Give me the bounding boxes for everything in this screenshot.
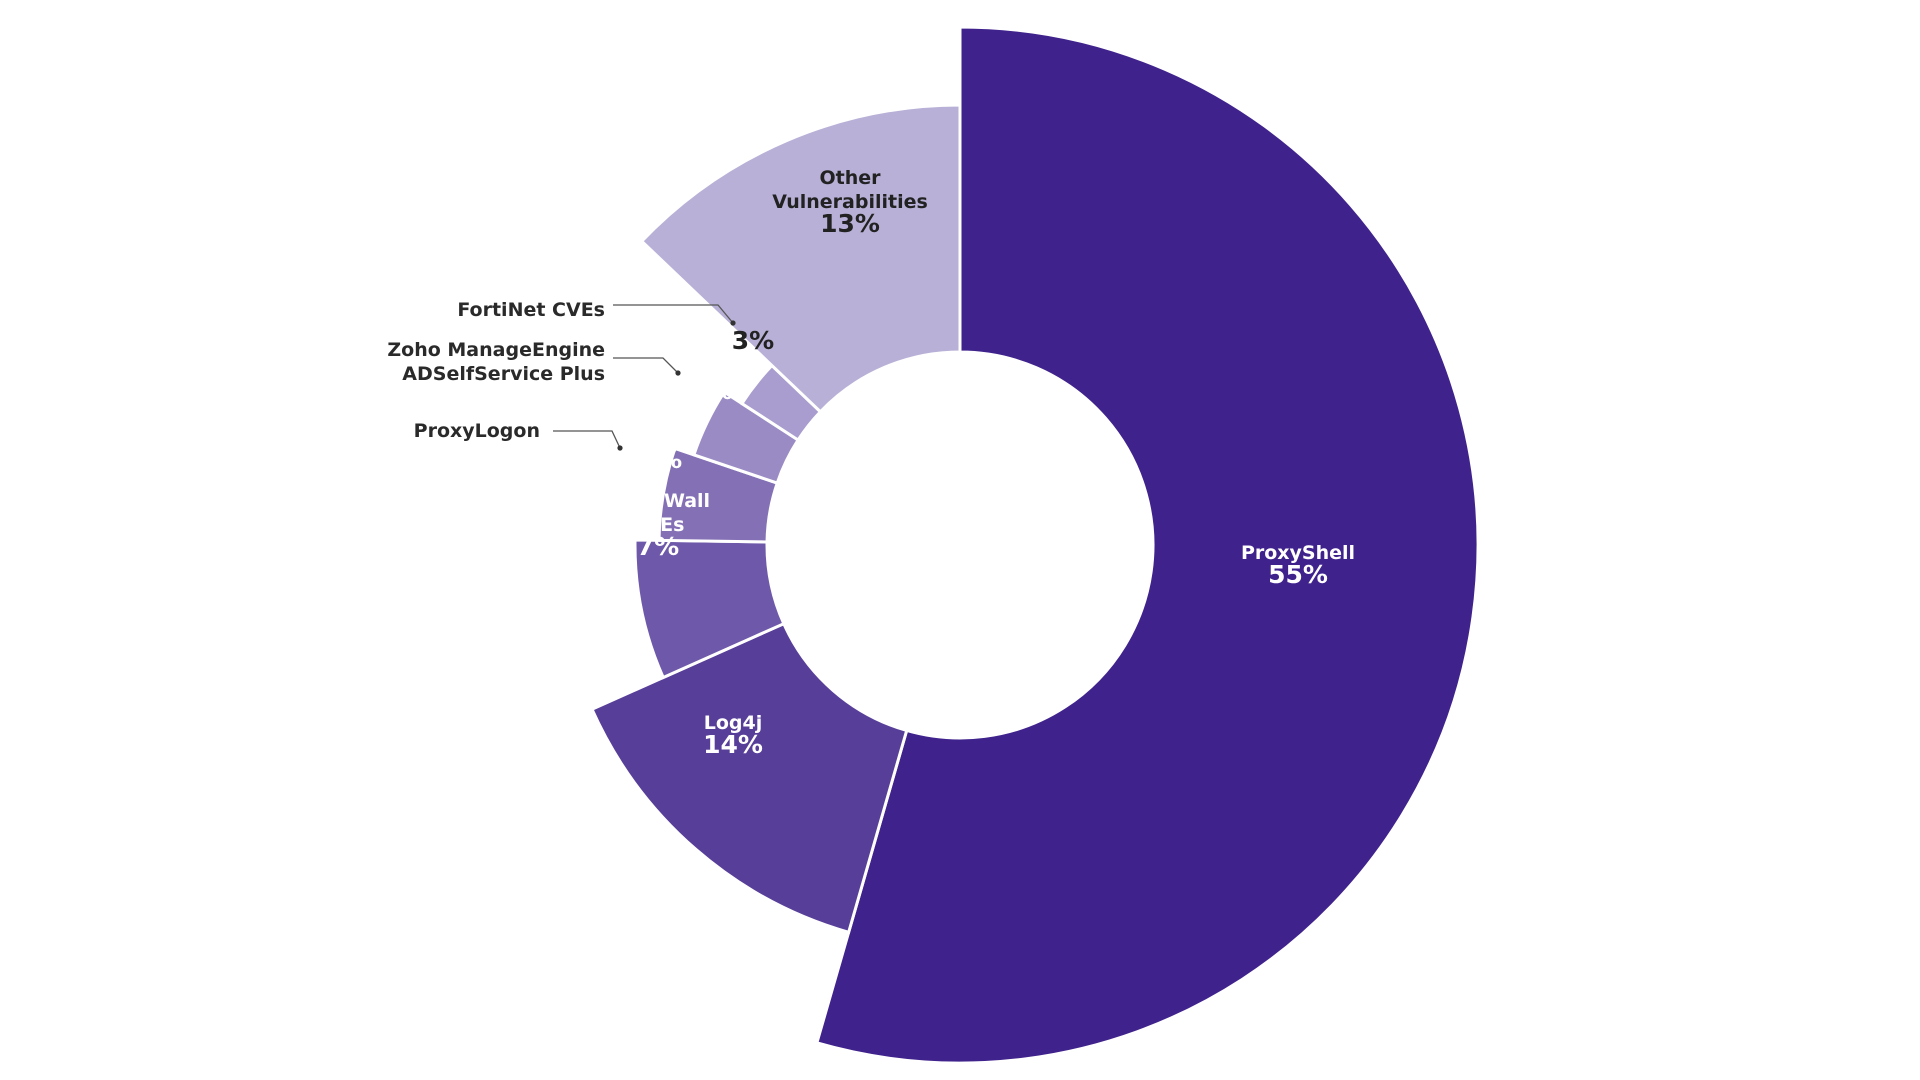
external-label: ADSelfService Plus [402,363,605,385]
slice-value: 55% [1268,560,1328,589]
slice-log4j [590,621,909,935]
slice-value: 7% [637,532,679,561]
chart-segments [590,25,1480,1065]
external-label: FortiNet CVEs [457,299,605,321]
slice-value: 3% [732,326,774,355]
leader-line [613,304,734,324]
slice-label: ProxyShell [1241,542,1355,564]
slice-label: SonicWall [606,490,710,512]
slice-sonicwall-cves [633,538,786,680]
slice-value: 13% [820,209,880,238]
external-label: Zoho ManageEngine [387,339,605,361]
slice-other-vulnerabilities [639,103,962,414]
slice-label: CVEs [632,514,685,536]
leader-dot [730,320,736,326]
leader-dot [617,445,623,451]
leader-line [553,430,621,449]
slice-label: Log4j [704,712,763,734]
slice-value: 5% [640,445,682,474]
slice-label: Other [819,167,881,189]
leader-dot [675,370,681,376]
leader-lines [553,304,736,451]
slice-proxyshell [815,25,1480,1065]
leader-line [613,357,679,374]
slice-value: 4% [691,376,733,405]
slice-value: 14% [703,730,763,759]
external-label: ProxyLogon [414,420,540,442]
slice-label: Vulnerabilities [772,191,928,213]
